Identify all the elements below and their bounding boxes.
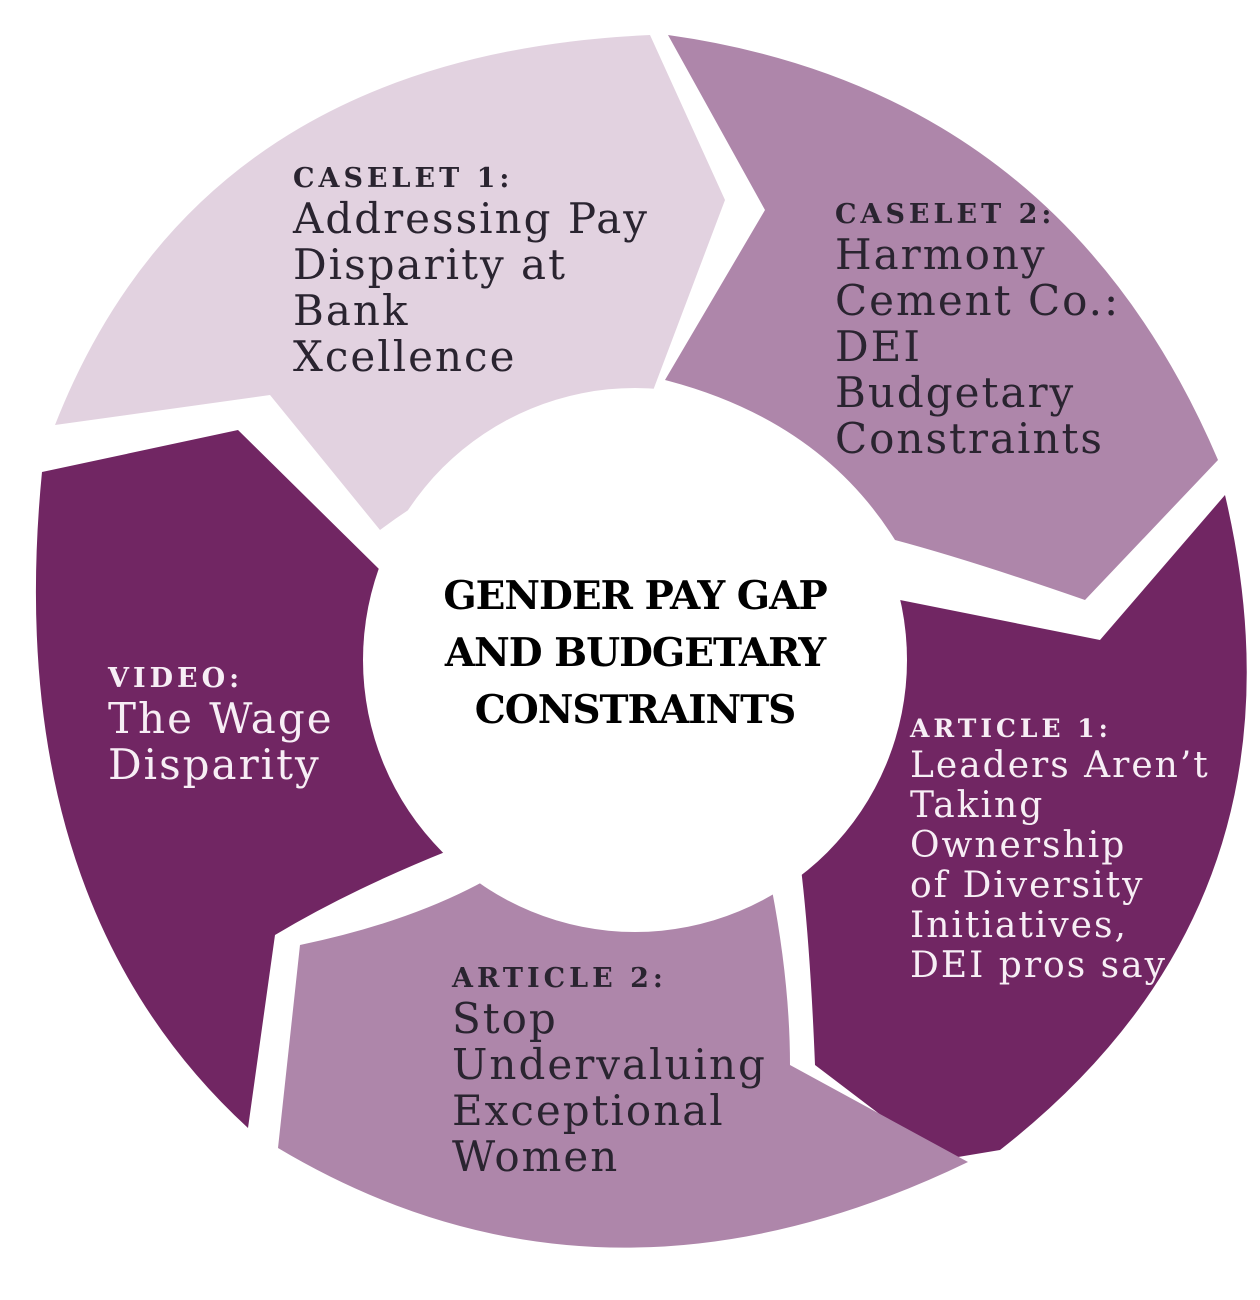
segment-article-1-label: ARTICLE 1: Leaders Aren’t Taking Ownersh…	[910, 712, 1210, 986]
center-title: GENDER PAY GAP AND BUDGETARY CONSTRAINTS	[443, 573, 827, 733]
segment-body: The Wage Disparity	[108, 694, 334, 789]
segment-caselet-1-label: CASELET 1: Addressing Pay Disparity at B…	[293, 162, 653, 380]
segment-body: Leaders Aren’t Taking Ownership of Diver…	[910, 745, 1210, 986]
segment-article-2-label: ARTICLE 2: Stop Undervaluing Exceptional…	[452, 962, 812, 1180]
segment-article-1	[800, 495, 1247, 1160]
segment-heading: CASELET 1:	[293, 163, 514, 194]
segment-article-2	[278, 872, 968, 1248]
segment-heading: CASELET 2:	[835, 199, 1056, 230]
segment-heading: VIDEO:	[108, 663, 244, 694]
segment-body: Addressing Pay Disparity at Bank Xcellen…	[293, 194, 650, 381]
segment-caselet-2	[665, 35, 1218, 600]
segment-body: Stop Undervaluing Exceptional Women	[452, 994, 767, 1181]
segment-heading: ARTICLE 2:	[452, 963, 667, 994]
segment-body: Harmony Cement Co.: DEI Budgetary Constr…	[835, 230, 1121, 463]
segment-heading: ARTICLE 1:	[910, 714, 1112, 743]
center-circle	[363, 388, 907, 932]
segment-video	[35, 430, 451, 1128]
segment-caselet-2-label: CASELET 2: Harmony Cement Co.: DEI Budge…	[835, 198, 1165, 462]
segment-video-label: VIDEO: The Wage Disparity	[108, 662, 368, 788]
